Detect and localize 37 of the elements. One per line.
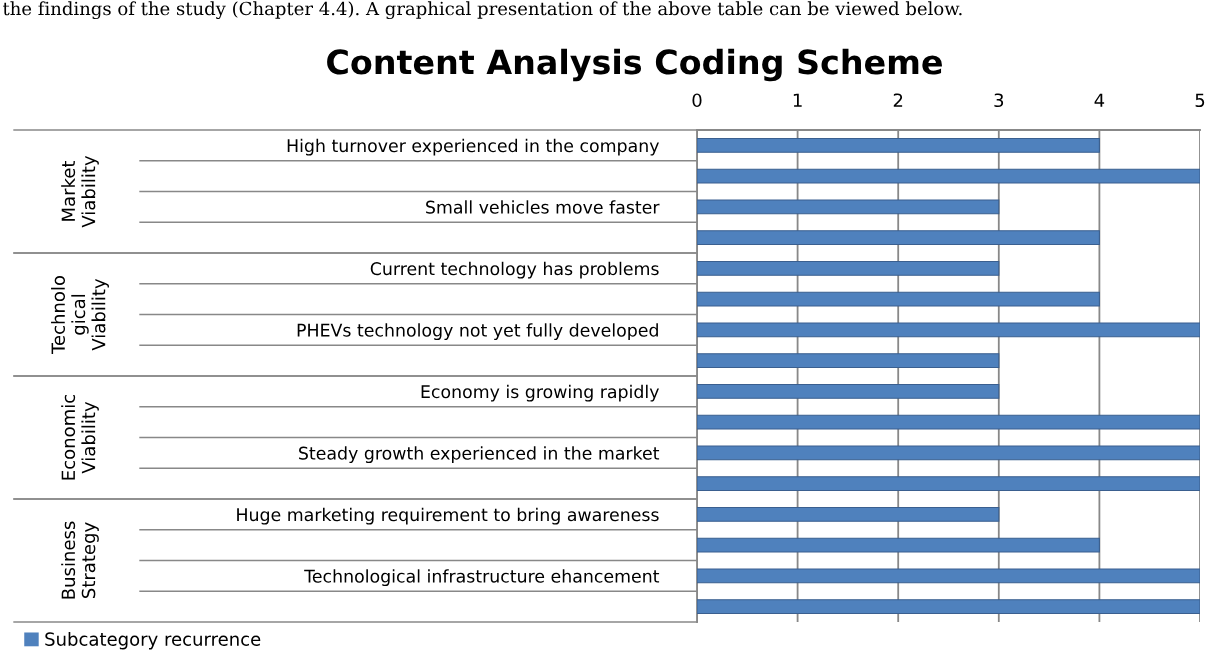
bar: [697, 537, 1100, 553]
bar: [697, 230, 1100, 246]
bar: [697, 383, 1000, 399]
x-tick-label: 5: [1195, 93, 1205, 108]
text: Market Viability: [61, 155, 99, 228]
text: Business Strategy: [61, 521, 99, 599]
text: the findings of the study (Chapter 4.4). A graphical presentation of the above table can be viewed below.: [2, 1, 962, 20]
bar: [697, 353, 1000, 369]
bar: [697, 291, 1100, 307]
bar: [697, 506, 1000, 522]
y-tick-label: Huge marketing requirement to bring awareness: [237, 507, 659, 525]
text: Economic Viability: [61, 394, 99, 480]
bar: [697, 260, 1000, 276]
chart-title: Content Analysis Coding Scheme: [327, 48, 942, 82]
bar: [697, 476, 1200, 492]
y-tick-label: Small vehicles move faster: [426, 200, 660, 214]
x-tick-label: 1: [793, 93, 802, 107]
y-tick-label: Steady growth experienced in the market: [299, 446, 660, 464]
y-tick-label: Technological infrastructure ehancement: [304, 569, 660, 587]
legend-label: Subcategory recurrence: [45, 631, 261, 650]
x-tick-label: 2: [893, 93, 903, 107]
bar: [697, 168, 1200, 184]
bar: [697, 322, 1200, 338]
bar: [697, 137, 1100, 153]
y-tick-label: Current technology has problems: [370, 261, 659, 279]
x-tick-label: 3: [994, 93, 1004, 108]
bar: [697, 568, 1200, 584]
x-tick-label: 0: [692, 93, 702, 108]
bar: [697, 445, 1200, 461]
text: Technolo gical Viability: [51, 275, 109, 355]
x-tick-label: 4: [1094, 93, 1105, 107]
bar: [697, 199, 1000, 215]
y-tick-label: PHEVs technology not yet fully developed: [297, 323, 658, 341]
y-tick-label: Economy is growing rapidly: [421, 384, 659, 402]
bar: [697, 414, 1200, 430]
y-tick-label: High turnover experienced in the company: [287, 138, 659, 156]
bar: [697, 599, 1200, 615]
